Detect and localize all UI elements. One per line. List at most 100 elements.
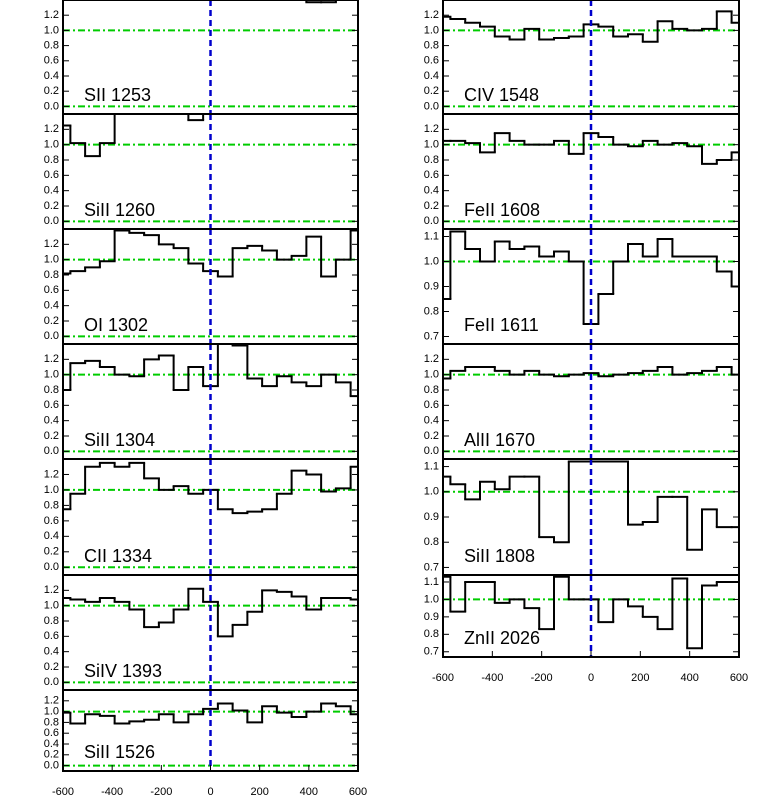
- panel: [63, 114, 358, 229]
- panel: [443, 344, 739, 459]
- y-tick-label: 0.4: [44, 646, 59, 658]
- line-label: SiII 1260: [84, 200, 155, 220]
- line-label: SiII 1304: [84, 430, 155, 450]
- y-tick-label: 0.4: [44, 530, 59, 542]
- y-tick-label: 1.0: [44, 369, 59, 381]
- y-tick-label: 0.2: [44, 546, 59, 558]
- x-tick-label: -200: [531, 672, 553, 684]
- y-tick-label: 0.4: [44, 185, 59, 197]
- y-tick-label: 0.0: [44, 676, 59, 688]
- y-tick-label: 0.4: [44, 70, 59, 82]
- line-label: SiII 1808: [464, 546, 535, 566]
- y-tick-label: 0.8: [44, 154, 59, 166]
- y-tick-label: 1.0: [44, 139, 59, 151]
- y-tick-label: 0.6: [44, 515, 59, 527]
- y-tick-label: 1.0: [424, 24, 439, 36]
- y-tick-label: 0.4: [44, 415, 59, 427]
- x-tick-label: 400: [300, 786, 318, 798]
- y-tick-label: 0.2: [44, 85, 59, 97]
- line-label: CIV 1548: [464, 85, 539, 105]
- line-label: CII 1334: [84, 546, 152, 566]
- y-tick-label: 1.0: [44, 706, 59, 718]
- panel: [443, 114, 739, 229]
- y-tick-label: 0.6: [44, 630, 59, 642]
- y-tick-label: 0.7: [424, 330, 439, 342]
- x-tick-label: 200: [250, 786, 268, 798]
- x-tick-label: 0: [588, 672, 594, 684]
- y-tick-label: 0.6: [44, 399, 59, 411]
- y-tick-label: 1.2: [424, 123, 439, 135]
- y-tick-label: 0.6: [44, 727, 59, 739]
- line-label: SII 1253: [84, 85, 151, 105]
- y-tick-label: 0.8: [424, 536, 439, 548]
- line-label: FeII 1608: [464, 200, 540, 220]
- y-tick-label: 1.2: [44, 695, 59, 707]
- panel: [443, 0, 739, 114]
- y-tick-label: 1.2: [44, 584, 59, 596]
- y-tick-label: 0.8: [44, 716, 59, 728]
- y-tick-label: 1.0: [44, 24, 59, 36]
- x-tick-label: -400: [481, 672, 503, 684]
- y-tick-label: 0.8: [424, 384, 439, 396]
- y-tick-label: 1.1: [424, 576, 439, 588]
- y-tick-label: 1.0: [424, 369, 439, 381]
- x-tick-label: 600: [349, 786, 367, 798]
- y-tick-label: 0.0: [424, 100, 439, 112]
- line-label: ZnII 2026: [464, 628, 540, 648]
- y-tick-label: 0.7: [424, 561, 439, 573]
- y-tick-label: 0.6: [424, 399, 439, 411]
- y-tick-label: 1.0: [424, 486, 439, 498]
- y-tick-label: 0.8: [44, 615, 59, 627]
- line-label: SiIV 1393: [84, 661, 162, 681]
- y-tick-label: 0.8: [424, 40, 439, 52]
- y-tick-label: 0.2: [424, 200, 439, 212]
- y-tick-label: 0.6: [44, 284, 59, 296]
- panel: [63, 0, 358, 114]
- line-label: OI 1302: [84, 315, 148, 335]
- x-tick-label: -400: [101, 786, 123, 798]
- y-tick-label: 0.9: [424, 280, 439, 292]
- y-tick-label: 0.8: [424, 305, 439, 317]
- y-tick-label: 1.2: [44, 468, 59, 480]
- y-tick-label: 1.1: [424, 460, 439, 472]
- y-tick-label: 0.4: [424, 415, 439, 427]
- y-tick-label: 0.8: [44, 384, 59, 396]
- x-tick-label: 200: [631, 672, 649, 684]
- y-tick-label: 0.8: [44, 499, 59, 511]
- y-tick-label: 1.2: [44, 238, 59, 250]
- y-tick-label: 0.6: [44, 169, 59, 181]
- y-tick-label: 0.0: [424, 445, 439, 457]
- y-tick-label: 0.2: [44, 315, 59, 327]
- y-tick-label: 0.4: [44, 300, 59, 312]
- y-tick-label: 1.0: [44, 484, 59, 496]
- y-tick-label: 0.0: [44, 760, 59, 772]
- y-tick-label: 1.2: [44, 9, 59, 21]
- panel: [443, 459, 739, 575]
- panel: [63, 575, 358, 690]
- y-tick-label: 1.0: [424, 593, 439, 605]
- y-tick-label: 0.8: [424, 628, 439, 640]
- y-tick-label: 1.0: [424, 255, 439, 267]
- y-tick-label: 0.9: [424, 511, 439, 523]
- y-tick-label: 0.0: [424, 215, 439, 227]
- y-tick-label: 0.8: [44, 40, 59, 52]
- panel: [63, 459, 358, 575]
- y-tick-label: 0.7: [424, 646, 439, 658]
- y-tick-label: 1.2: [44, 123, 59, 135]
- y-tick-label: 1.2: [424, 353, 439, 365]
- y-tick-label: 0.2: [424, 85, 439, 97]
- x-tick-label: -200: [150, 786, 172, 798]
- y-tick-label: 0.0: [44, 445, 59, 457]
- y-tick-label: 0.6: [44, 55, 59, 67]
- y-tick-label: 1.0: [44, 254, 59, 266]
- y-tick-label: 0.6: [424, 169, 439, 181]
- y-tick-label: 1.0: [424, 139, 439, 151]
- y-tick-label: 1.2: [44, 353, 59, 365]
- y-tick-label: 0.9: [424, 611, 439, 623]
- y-tick-label: 1.1: [424, 230, 439, 242]
- panel: [443, 229, 739, 344]
- x-tick-label: -600: [52, 786, 74, 798]
- x-tick-label: 600: [730, 672, 748, 684]
- panel: [63, 229, 358, 344]
